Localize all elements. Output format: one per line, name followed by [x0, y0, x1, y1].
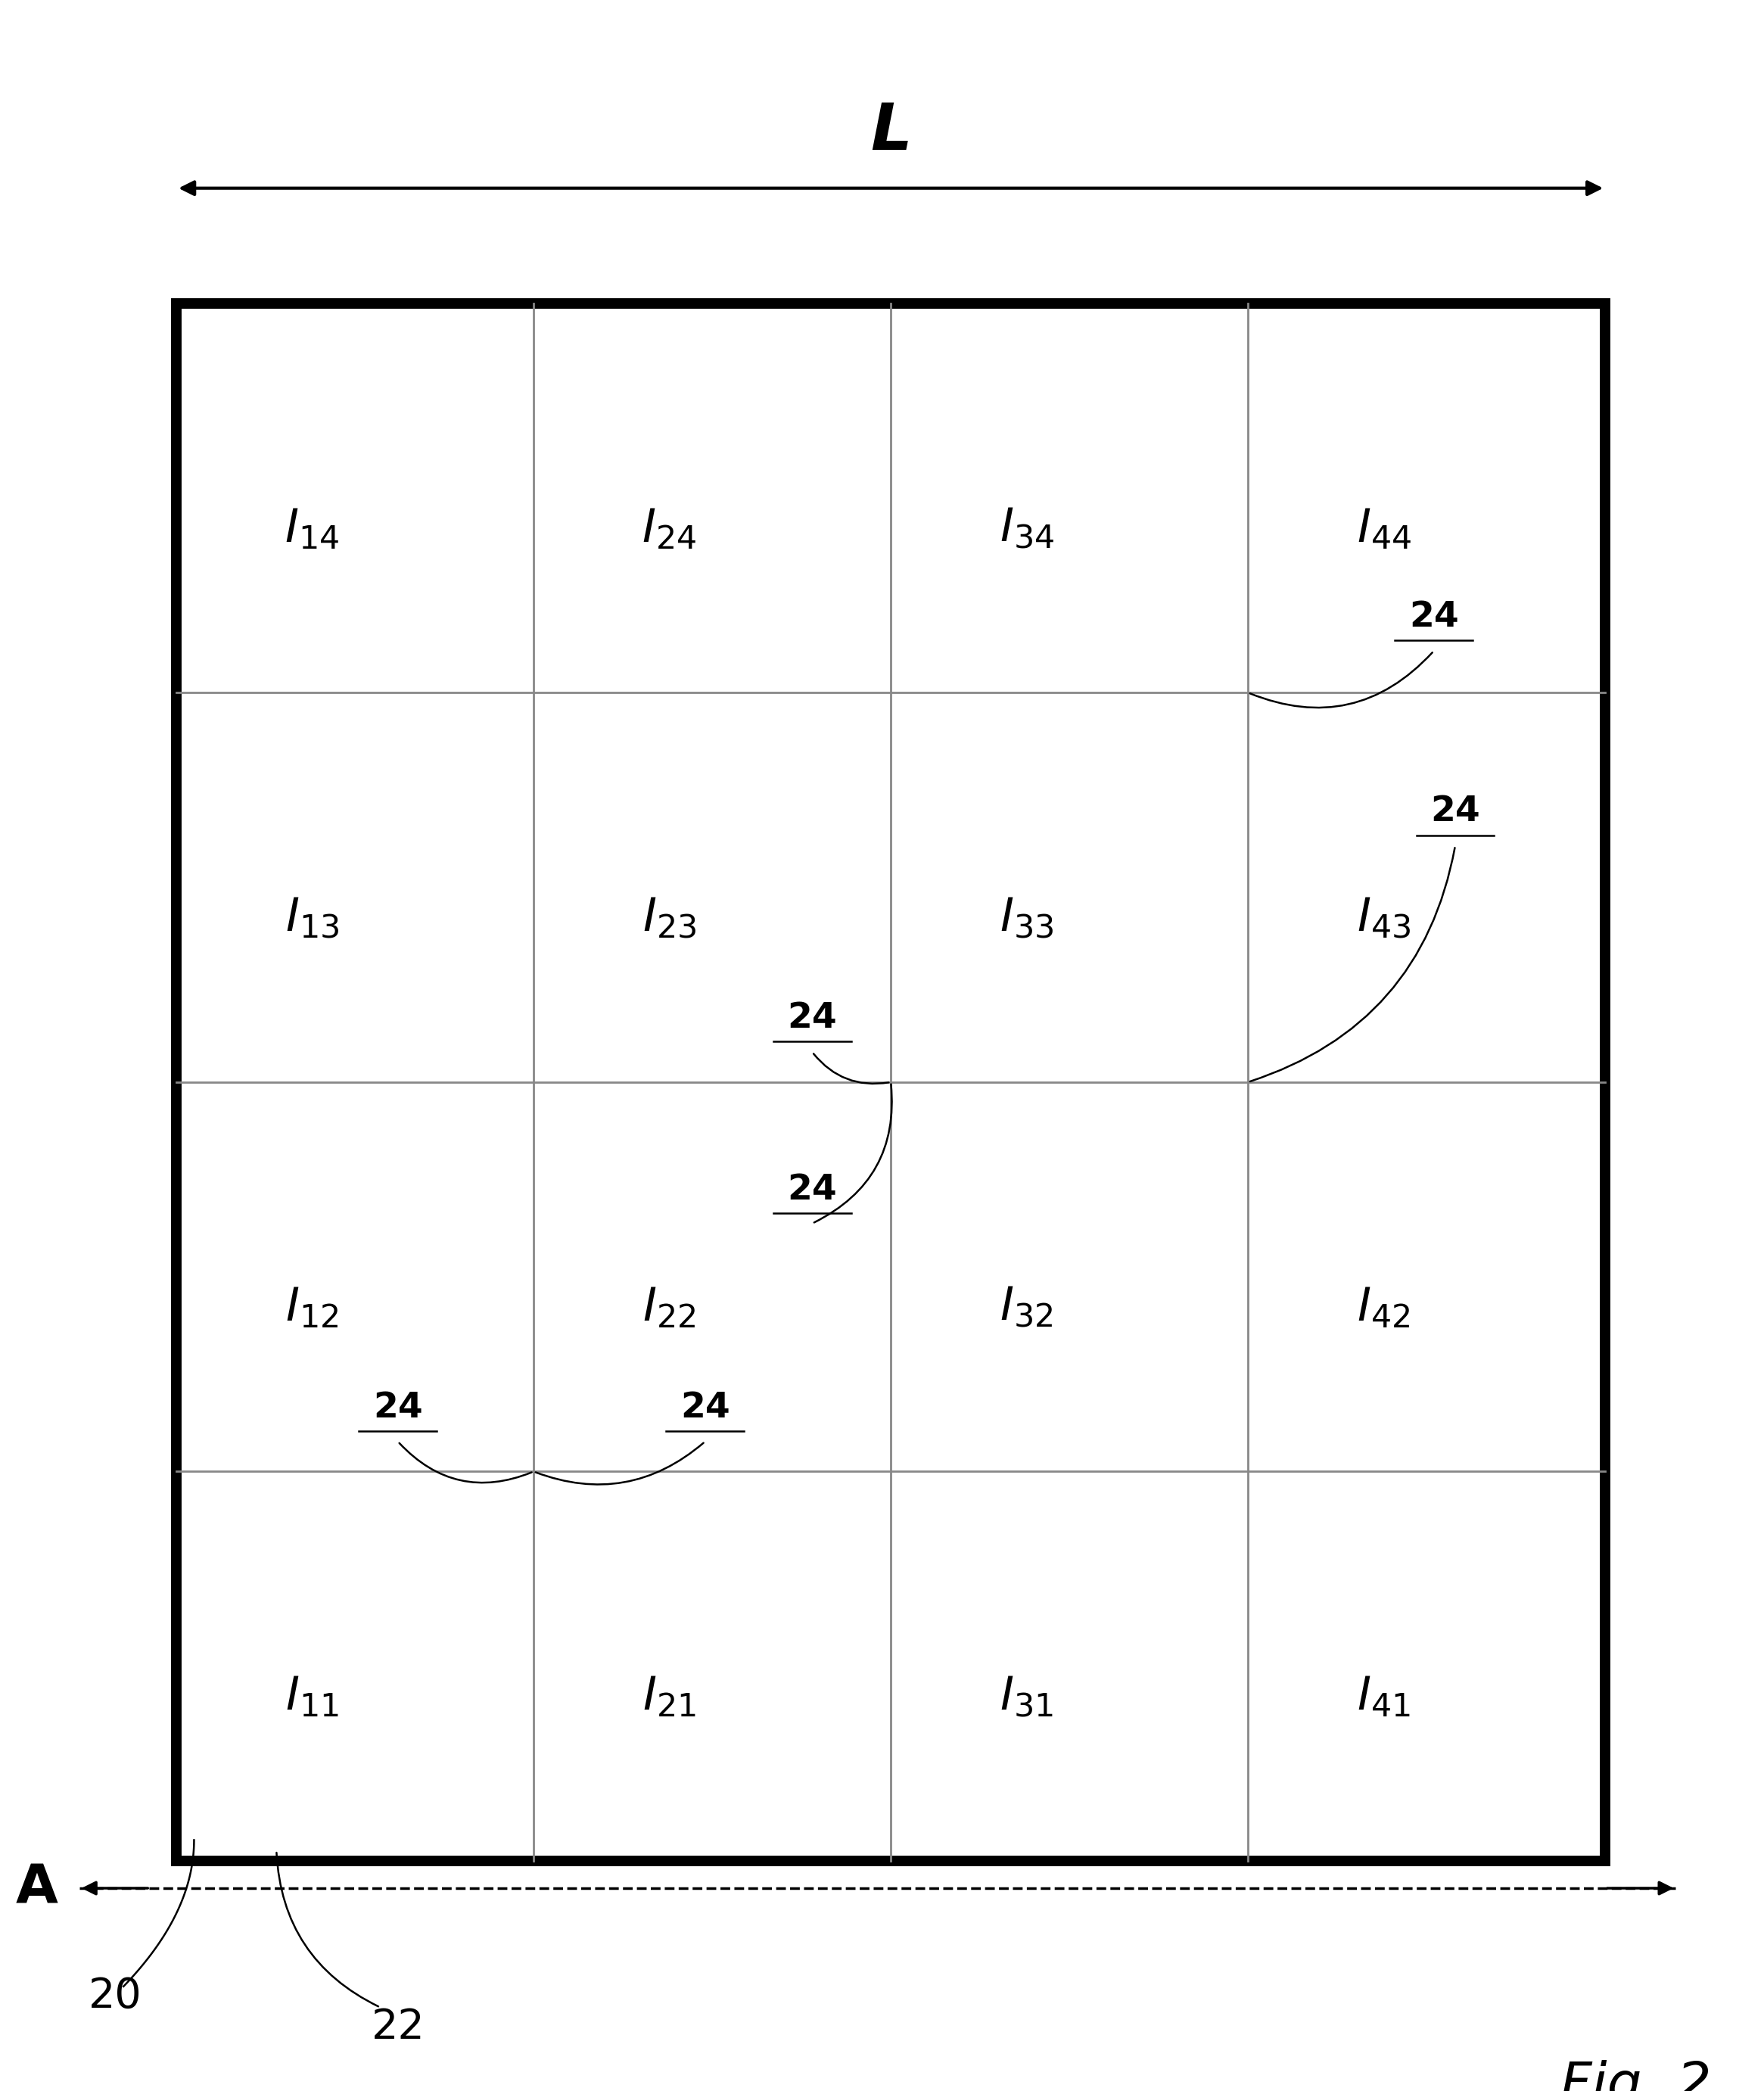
Text: $I_{41}$: $I_{41}$ — [1357, 1675, 1411, 1719]
Text: $I_{21}$: $I_{21}$ — [642, 1675, 697, 1719]
Text: $I_{33}$: $I_{33}$ — [1000, 897, 1053, 941]
Text: 24: 24 — [787, 1002, 838, 1035]
Text: $I_{31}$: $I_{31}$ — [1000, 1675, 1053, 1719]
Text: $I_{14}$: $I_{14}$ — [286, 506, 339, 552]
Text: 22: 22 — [370, 2007, 425, 2049]
Text: $I_{11}$: $I_{11}$ — [286, 1675, 339, 1719]
Text: $I_{42}$: $I_{42}$ — [1357, 1286, 1409, 1330]
Text: 24: 24 — [1431, 795, 1480, 828]
Text: $I_{44}$: $I_{44}$ — [1357, 506, 1411, 552]
Text: $I_{22}$: $I_{22}$ — [642, 1286, 695, 1330]
Text: A: A — [16, 1863, 58, 1913]
Text: Fig. 2: Fig. 2 — [1559, 2060, 1711, 2091]
Text: $I_{32}$: $I_{32}$ — [1000, 1286, 1053, 1330]
Text: 20: 20 — [88, 1976, 141, 2018]
Text: L: L — [870, 100, 912, 163]
Text: 24: 24 — [1409, 600, 1459, 634]
Text: $I_{43}$: $I_{43}$ — [1357, 897, 1411, 941]
Text: 24: 24 — [787, 1173, 838, 1207]
Text: $I_{34}$: $I_{34}$ — [1000, 506, 1053, 552]
Text: 24: 24 — [372, 1391, 423, 1424]
Text: $I_{12}$: $I_{12}$ — [286, 1286, 339, 1330]
Bar — [176, 303, 1605, 1861]
Text: $I_{13}$: $I_{13}$ — [286, 897, 339, 941]
Text: 24: 24 — [681, 1391, 730, 1424]
Text: $I_{24}$: $I_{24}$ — [642, 506, 697, 552]
Text: $I_{23}$: $I_{23}$ — [642, 897, 697, 941]
